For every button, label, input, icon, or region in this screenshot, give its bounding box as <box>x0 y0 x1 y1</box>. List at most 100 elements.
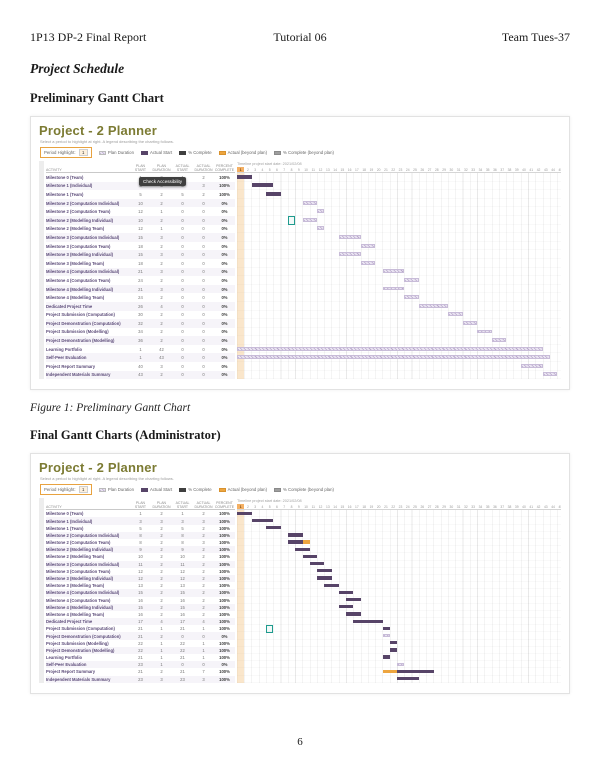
activity-label: Milestone 2 (Modelling Team) <box>46 554 105 560</box>
activity-row: Project Report Summary 40 3 0 0 0% <box>46 362 235 371</box>
percent-complete: 100% <box>219 597 230 603</box>
header-left: 1P13 DP-2 Final Report <box>30 30 147 44</box>
cell-value: 12 <box>138 209 143 215</box>
day-label: 14 <box>333 168 337 172</box>
cell-value: 1 <box>160 226 163 232</box>
day-label: 36 <box>493 168 497 172</box>
day-label: 36 <box>493 505 497 510</box>
day-label: 27 <box>427 168 432 172</box>
activity-label: Self-Peer Evaluation <box>46 355 87 361</box>
gantt-bar-plan <box>520 363 543 368</box>
activity-label: Milestone 2 (Computation Team) <box>46 209 111 215</box>
percent-complete: 100% <box>219 619 230 625</box>
gantt-bar-actual <box>346 612 361 616</box>
beyond_complete-swatch-icon <box>274 150 282 155</box>
complete-swatch-icon <box>179 487 187 492</box>
timeline-row <box>237 268 561 277</box>
percent-complete: 100% <box>219 676 230 682</box>
cell-value: 2 <box>160 525 163 531</box>
legend-label: Actual (beyond plan) <box>227 150 268 155</box>
gantt-bar-beyond <box>302 540 310 544</box>
gantt-bar-plan <box>477 329 492 334</box>
beyond-swatch-icon <box>218 150 226 155</box>
column-header: ACTUAL START <box>175 501 190 510</box>
timeline-row <box>237 328 561 337</box>
timeline-row <box>237 216 561 225</box>
activity-row: Milestone 0 (Team) 1 2 1 2 100% <box>46 510 235 517</box>
percent-complete: 0% <box>221 372 228 378</box>
gantt-bar-plan <box>338 234 361 239</box>
activity-label: Project Demonstration (Modelling) <box>46 647 115 653</box>
timeline-row <box>237 345 561 354</box>
day-label: 15 <box>340 505 345 510</box>
percent-complete: 0% <box>221 295 228 301</box>
gantt-bar-plan <box>317 209 325 214</box>
timeline-row <box>237 293 561 302</box>
cell-value: 1 <box>139 346 142 352</box>
cell-value: 5 <box>139 191 142 197</box>
percent-complete: 0% <box>221 633 228 639</box>
percent-complete: 0% <box>221 217 228 223</box>
period-highlight-value: 1 <box>78 149 88 156</box>
gantt-bar-plan <box>491 338 507 343</box>
day-label: 39 <box>514 168 519 172</box>
legend-label: % Complete (beyond plan) <box>283 150 334 155</box>
activity-row: Learning Portfolio 21 1 21 1 100% <box>46 654 235 661</box>
activity-row: Independent Materials Summary 23 3 23 3 100% <box>46 675 235 683</box>
activity-row: Milestone 2 (Modelling Team) 12 1 0 0 0% <box>46 225 235 234</box>
cell-value: 2 <box>202 611 205 617</box>
day-label: 20 <box>376 168 381 172</box>
cell-value: 12 <box>138 568 143 574</box>
legend-item: % Complete (beyond plan) <box>274 487 334 492</box>
day-label: 25 <box>413 168 417 172</box>
day-label: 8 <box>290 505 293 510</box>
cell-value: 2 <box>202 532 205 538</box>
cell-value: 11 <box>180 561 185 567</box>
cell-value: 0 <box>202 329 205 335</box>
activity-row: Milestone 2 (Modelling Individual) 10 2 0 0 0… <box>46 215 235 225</box>
activity-row: Milestone 4 (Computation Individual) 21 3 0… <box>46 267 235 277</box>
cell-value: 21 <box>138 655 143 661</box>
percent-complete: 0% <box>221 329 228 335</box>
column-header: ACTUAL START <box>175 163 190 172</box>
cell-value: 1 <box>139 355 142 361</box>
cell-value: 3 <box>160 234 163 240</box>
planner-column-headers: ACTIVITY PLAN START PLAN DURATION ACTUAL ST… <box>46 498 235 511</box>
period-highlight-box: Period Highlight: 1 <box>40 484 92 496</box>
cell-value: 0 <box>202 277 205 283</box>
cell-value: 16 <box>180 611 185 617</box>
timeline-row <box>237 589 561 596</box>
percent-complete: 100% <box>219 525 230 531</box>
day-label: 33 <box>471 168 475 172</box>
cell-value: 1 <box>202 647 205 653</box>
planner-column-headers: ACTIVITY PLAN START PLAN DURATION ACTUAL ST… <box>46 161 235 173</box>
cell-value: 2 <box>160 554 163 560</box>
cell-value: 2 <box>202 604 205 610</box>
cell-value: 3 <box>160 252 163 258</box>
cell-value: 1 <box>202 626 205 632</box>
activity-label: Milestone 2 (Modelling Team) <box>46 226 105 232</box>
day-label: 24 <box>405 505 410 510</box>
activity-row: Milestone 3 (Computation Individual) 11 2 1… <box>46 560 235 568</box>
day-label: 9 <box>297 168 300 172</box>
activity-row: Milestone 4 (Modelling Team) 24 2 0 0 0% <box>46 293 235 302</box>
activity-row: Milestone 1 (Team) 5 2 5 2 100% <box>46 190 235 199</box>
timeline-row <box>237 319 561 328</box>
cell-value: 23 <box>138 676 143 682</box>
timeline-row <box>237 539 561 546</box>
activity-row: Milestone 4 (Computation Individual) 15 2 1… <box>46 589 235 597</box>
activity-label: Milestone 4 (Computation Individual) <box>46 269 120 275</box>
gantt-bar-actual <box>251 183 274 188</box>
gantt-bar-actual <box>382 655 390 659</box>
cell-value: 43 <box>138 372 143 378</box>
percent-complete: 100% <box>219 626 230 632</box>
activity-row: Project Report Summary 21 2 21 7 100% <box>46 668 235 675</box>
gantt-bar-plan <box>542 372 558 377</box>
activity-label: Project Submission (Modelling) <box>46 640 109 646</box>
cell-value: 0 <box>181 303 184 309</box>
cell-value: 2 <box>202 511 205 517</box>
timeline-row <box>237 625 561 632</box>
gantt-bar-plan <box>237 346 543 351</box>
cell-value: 3 <box>160 518 163 524</box>
day-label: 3 <box>254 168 257 172</box>
